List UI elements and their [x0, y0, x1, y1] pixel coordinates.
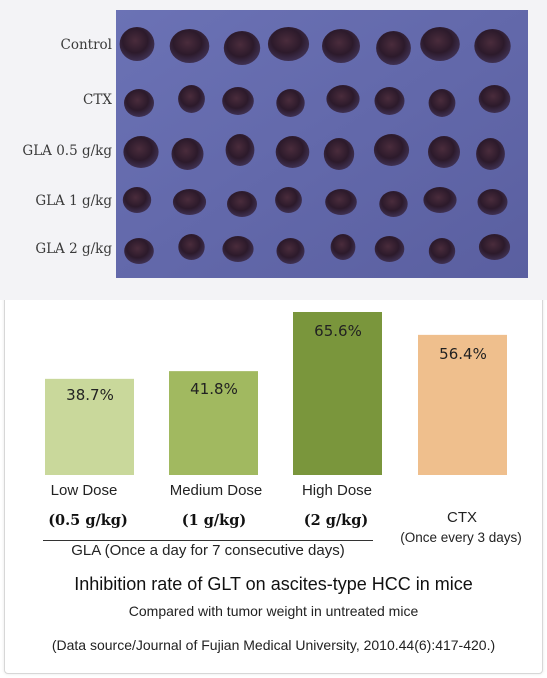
- bar-low-dose: [45, 378, 134, 475]
- tumor-sample: [123, 136, 159, 168]
- tumor-sample: [275, 136, 310, 168]
- tumor-sample: [122, 187, 152, 213]
- tumor-sample: [428, 136, 460, 168]
- chart-subtitle: Compared with tumor weight in untreated …: [128, 603, 419, 619]
- tumor-sample: [478, 85, 511, 113]
- bar-high-dose: [293, 312, 382, 475]
- tumor-sample: [276, 89, 305, 117]
- tumor-sample: [227, 191, 257, 217]
- category-label-medium-dose: Medium Dose: [169, 482, 263, 499]
- category-sublabel-high-dose: (2 g/kg): [303, 512, 369, 529]
- category-label-high-dose: High Dose: [301, 482, 373, 499]
- tumor-sample: [275, 187, 302, 213]
- row-label-control: Control: [60, 37, 112, 53]
- tumor-sample: [474, 29, 511, 63]
- tumor-sample: [423, 187, 457, 213]
- category-sublabel-low-dose: (0.5 g/kg): [48, 512, 128, 529]
- tumor-photo: [0, 0, 547, 300]
- tumor-sample: [478, 234, 511, 260]
- tumor-sample: [178, 234, 205, 260]
- bar-chart: [45, 312, 507, 475]
- chart-title: Inhibition rate of GLT on ascites-type H…: [74, 574, 473, 594]
- data-source-note: (Data source/Journal of Fujian Medical U…: [51, 637, 496, 653]
- tumor-sample: [374, 87, 405, 115]
- tumor-sample: [276, 238, 305, 264]
- row-label-ctx: CTX: [83, 92, 112, 108]
- tumor-sample: [225, 134, 255, 166]
- tumor-sample: [326, 85, 360, 113]
- category-label-low-dose: Low Dose: [50, 482, 118, 499]
- tumor-sample: [222, 236, 254, 262]
- tumor-sample: [124, 238, 154, 264]
- tumor-sample: [223, 31, 261, 65]
- tumor-sample: [172, 189, 207, 215]
- category-sublabel-ctx: (Once every 3 days): [400, 530, 522, 545]
- tumor-sample: [374, 236, 405, 262]
- bar-value-ctx: 56.4%: [439, 345, 487, 363]
- bar-value-low-dose: 38.7%: [66, 386, 114, 404]
- row-label-gla-1: GLA 1 g/kg: [35, 193, 112, 209]
- bar-medium-dose: [169, 371, 258, 475]
- tumor-sample: [171, 138, 204, 170]
- bar-value-high-dose: 65.6%: [314, 322, 362, 340]
- tumor-sample: [477, 189, 508, 215]
- tumor-sample: [373, 134, 410, 166]
- tumor-sample: [267, 27, 310, 61]
- tumor-sample: [428, 89, 456, 117]
- tumor-sample: [323, 138, 355, 170]
- gla-group-bracket-line: [43, 540, 373, 541]
- tumor-sample: [476, 138, 505, 170]
- gla-group-label: GLA (Once a day for 7 consecutive days): [71, 542, 345, 559]
- tumor-sample: [330, 234, 356, 260]
- tumor-sample: [420, 27, 460, 61]
- tumor-sample: [119, 27, 155, 61]
- row-label-gla-2: GLA 2 g/kg: [35, 241, 112, 257]
- category-sublabel-medium-dose: (1 g/kg): [181, 512, 247, 529]
- row-label-gla-0-5: GLA 0.5 g/kg: [22, 143, 112, 159]
- bar-ctx: [418, 334, 507, 475]
- bar-value-medium-dose: 41.8%: [190, 380, 238, 398]
- tumor-sample: [376, 31, 411, 65]
- tumor-sample: [178, 85, 205, 113]
- category-label-ctx: CTX: [447, 509, 477, 526]
- tumor-sample: [124, 89, 154, 117]
- tumor-sample: [325, 189, 357, 215]
- tumor-sample: [322, 29, 360, 63]
- tumor-sample: [169, 29, 210, 63]
- tumor-grid: [119, 27, 511, 264]
- tumor-sample: [428, 238, 456, 264]
- tumor-sample: [222, 87, 254, 115]
- tumor-sample: [379, 191, 408, 217]
